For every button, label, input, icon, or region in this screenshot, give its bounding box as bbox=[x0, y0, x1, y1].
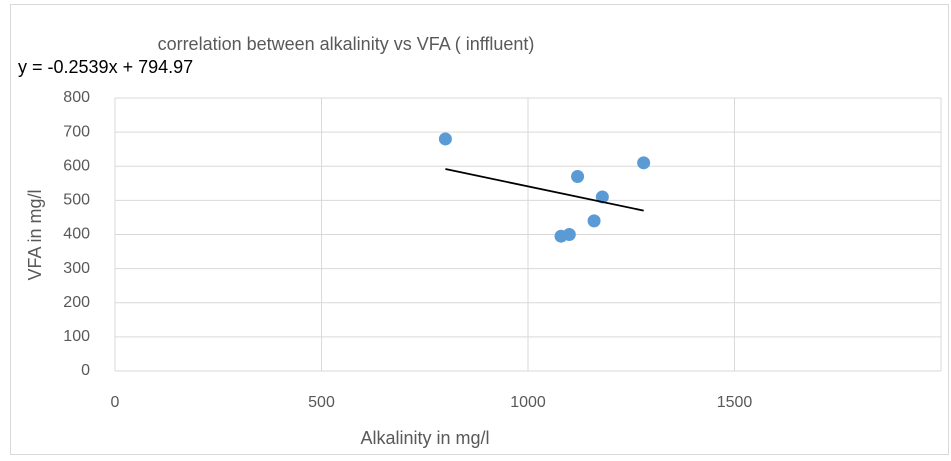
x-tick-label: 1500 bbox=[717, 394, 753, 411]
scatter-point bbox=[571, 169, 585, 183]
y-tick-label: 400 bbox=[63, 226, 90, 243]
y-tick-label: 600 bbox=[63, 157, 90, 174]
y-tick-label: 800 bbox=[63, 89, 90, 106]
scatter-point bbox=[595, 190, 609, 204]
chart-border bbox=[10, 4, 949, 455]
scatter-point bbox=[587, 214, 601, 228]
y-axis-label: VFA in mg/l bbox=[25, 189, 45, 280]
scatter-point bbox=[637, 156, 651, 170]
y-tick-label: 200 bbox=[63, 294, 90, 311]
trendline bbox=[445, 168, 644, 212]
x-tick-label: 1000 bbox=[510, 394, 546, 411]
trendline-equation: y = -0.2539x + 794.97 bbox=[18, 57, 193, 77]
y-tick-label: 500 bbox=[63, 192, 90, 209]
chart-title: correlation between alkalinity vs VFA ( … bbox=[158, 34, 535, 54]
scatter-point bbox=[562, 228, 576, 241]
y-tick-label: 100 bbox=[63, 328, 90, 345]
scatter-point bbox=[438, 132, 452, 146]
y-tick-label: 300 bbox=[63, 260, 90, 277]
x-tick-label: 0 bbox=[111, 394, 120, 411]
x-tick-label: 500 bbox=[308, 394, 335, 411]
y-tick-label: 0 bbox=[81, 362, 90, 379]
y-tick-label: 700 bbox=[63, 123, 90, 140]
x-axis-label: Alkalinity in mg/l bbox=[360, 428, 489, 448]
